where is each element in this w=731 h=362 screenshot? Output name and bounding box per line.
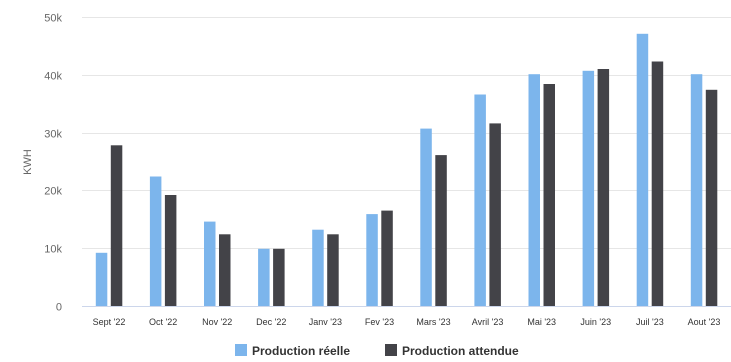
legend[interactable]: Production réelle Production attendue bbox=[235, 344, 519, 358]
x-tick-label: Mai '23 bbox=[527, 317, 556, 327]
bar-attendue[interactable] bbox=[435, 155, 447, 306]
bar-attendue[interactable] bbox=[164, 195, 177, 306]
legend-swatch bbox=[385, 344, 397, 356]
x-tick-label: Nov '22 bbox=[202, 317, 232, 327]
x-tick-label: Mars '23 bbox=[416, 317, 450, 327]
bar-attendue[interactable] bbox=[543, 84, 556, 306]
bar-attendue[interactable] bbox=[327, 234, 339, 306]
bar-reelle[interactable] bbox=[528, 74, 541, 306]
bar-reelle[interactable] bbox=[258, 248, 270, 306]
bar-reelle[interactable] bbox=[636, 33, 649, 307]
x-axis-ticks: Sept '22 Oct '22 Nov '22 Dec '22 Janv '23 Fev… bbox=[93, 317, 721, 327]
bar-reelle[interactable] bbox=[582, 70, 595, 306]
bar-attendue[interactable] bbox=[597, 69, 610, 306]
y-tick-label: 20k bbox=[44, 186, 62, 198]
x-tick-label: Janv '23 bbox=[309, 317, 342, 327]
y-axis-ticks: 0 10k 20k 30k 40k 50k bbox=[44, 13, 62, 314]
bar-reelle[interactable] bbox=[420, 128, 432, 306]
x-tick-label: Fev '23 bbox=[365, 317, 394, 327]
x-tick-label: Dec '22 bbox=[256, 317, 286, 327]
legend-item-attendue[interactable]: Production attendue bbox=[385, 344, 519, 358]
legend-label: Production attendue bbox=[402, 344, 519, 357]
bar-attendue[interactable] bbox=[705, 89, 718, 306]
bars-layer bbox=[95, 33, 718, 307]
bar-attendue[interactable] bbox=[489, 123, 501, 307]
y-tick-label: 50k bbox=[44, 13, 62, 25]
bar-reelle[interactable] bbox=[149, 176, 162, 307]
legend-label: Production réelle bbox=[252, 344, 350, 357]
x-tick-label: Aout '23 bbox=[688, 317, 721, 327]
y-tick-label: 40k bbox=[44, 71, 62, 83]
y-axis-label: KWH bbox=[22, 149, 34, 175]
bar-attendue[interactable] bbox=[273, 248, 285, 306]
bar-attendue[interactable] bbox=[381, 210, 393, 306]
grid-layer bbox=[82, 17, 731, 249]
y-tick-label: 0 bbox=[56, 302, 62, 314]
y-tick-label: 30k bbox=[44, 129, 62, 141]
x-tick-label: Juin '23 bbox=[580, 317, 611, 327]
legend-swatch bbox=[235, 344, 247, 356]
bar-attendue[interactable] bbox=[110, 145, 123, 306]
bar-reelle[interactable] bbox=[690, 74, 703, 306]
bar-attendue[interactable] bbox=[651, 61, 664, 307]
bar-reelle[interactable] bbox=[95, 252, 108, 306]
bar-attendue[interactable] bbox=[219, 234, 231, 306]
legend-item-reelle[interactable]: Production réelle bbox=[235, 344, 350, 358]
x-tick-label: Avril '23 bbox=[472, 317, 504, 327]
x-tick-label: Juil '23 bbox=[636, 317, 664, 327]
bar-reelle[interactable] bbox=[204, 221, 216, 306]
x-tick-label: Sept '22 bbox=[93, 317, 126, 327]
bar-reelle[interactable] bbox=[312, 229, 324, 306]
x-tick-label: Oct '22 bbox=[149, 317, 177, 327]
bar-reelle[interactable] bbox=[366, 214, 378, 306]
bar-reelle[interactable] bbox=[474, 94, 486, 307]
y-tick-label: 10k bbox=[44, 244, 62, 256]
